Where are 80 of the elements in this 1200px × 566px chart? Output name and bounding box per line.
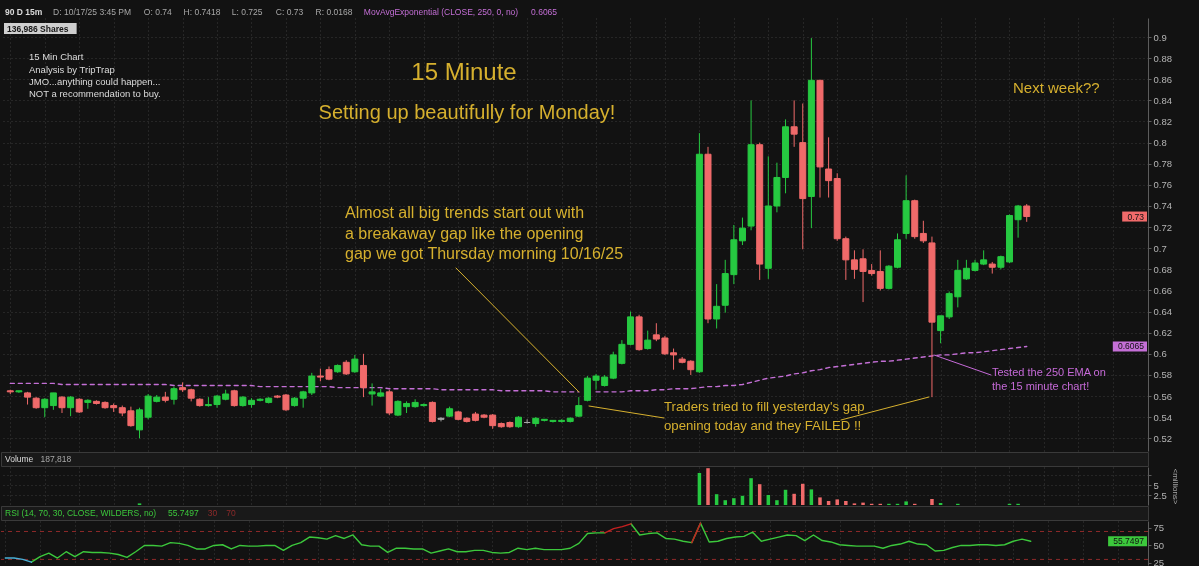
y-tick-label: 0.64 (1153, 306, 1172, 318)
y-tick-label: 0.7 (1153, 242, 1167, 254)
text: Setting up beautifully for Monday! (318, 101, 616, 123)
annotation: Tested the 250 EMA on the 15 minute chart! (992, 365, 1106, 392)
y-tick-label: 0.68 (1153, 263, 1172, 275)
y-tick-label: 0.56 (1153, 390, 1172, 402)
text: Volume (5, 454, 34, 464)
text: MovAvgExponential (CLOSE, 250, 0, no) (363, 7, 519, 17)
y-tick-label: 0.74 (1153, 200, 1172, 212)
annotation: JMO...anything could happen... (29, 76, 161, 87)
text: 90 D 15m (5, 7, 43, 17)
bar (732, 498, 736, 505)
y-tick-label: 75 (1153, 522, 1165, 534)
bar (723, 500, 727, 505)
bar (749, 478, 753, 505)
annotation: NOT a recommendation to buy. (29, 88, 161, 99)
annotation: 0.6065 (1118, 341, 1145, 352)
annotation: 15 Min Chart (29, 51, 84, 62)
text: C: 0.73 (275, 7, 304, 17)
y-tick-label: 0.54 (1153, 411, 1172, 423)
candlestick (876, 249, 884, 291)
y-tick-label: 0.86 (1153, 73, 1172, 85)
candlestick (41, 397, 49, 418)
candlestick (359, 353, 367, 398)
text: RSI (14, 70, 30, CLOSE, WILDERS, no) (5, 508, 157, 518)
y-tick-label: 0.88 (1153, 52, 1172, 64)
text: O: 0.74 (143, 7, 172, 17)
bar (792, 493, 796, 505)
bar (801, 483, 805, 505)
annotation: Next week?? (1013, 79, 1100, 96)
bar (775, 500, 779, 505)
candlestick (937, 315, 945, 344)
annotation: Traders tried to fill yesterday's gap opening today and they FAILED !! (664, 399, 865, 433)
bar (818, 497, 822, 505)
y-tick-label: 0.72 (1153, 221, 1172, 233)
text: 30 (207, 508, 218, 518)
annotation: Almost all big trends start out with a breakaway gap like the opening gap we got Thursday morning 10/16/25 (345, 204, 624, 262)
y-tick-label: 0.8 (1153, 137, 1167, 149)
candlestick (67, 395, 75, 417)
candlestick (713, 283, 721, 329)
y-tick-label: 0.62 (1153, 327, 1172, 339)
text: 0.6065 (531, 7, 558, 17)
bar (706, 468, 710, 505)
y-tick-label: 0.9 (1153, 31, 1167, 43)
y-tick-label: 2.5 (1153, 489, 1167, 501)
y-tick-label: 0.78 (1153, 158, 1172, 170)
y-axis-title: <millions> (1170, 468, 1180, 505)
text: H: 0.7418 (183, 7, 221, 17)
candlestick (385, 389, 393, 416)
y-tick-label: 0.84 (1153, 94, 1172, 106)
y-tick-label: 50 (1153, 539, 1165, 551)
y-tick-label: 0.76 (1153, 179, 1172, 191)
candlestick (825, 136, 833, 199)
annotation: 0.73 (1127, 211, 1145, 222)
y-tick-label: 0.66 (1153, 284, 1172, 296)
annotation: Analysis by TripTrap (29, 63, 115, 75)
y-tick-label: 0.58 (1153, 369, 1172, 381)
bar (904, 501, 908, 505)
y-tick-label: 5 (1153, 479, 1159, 491)
bar (844, 501, 848, 505)
bar (835, 499, 839, 505)
text: 55.7497 (168, 508, 199, 518)
text: R: 0.0168 (315, 7, 353, 17)
text: 187,818 (40, 454, 72, 464)
candlestick (437, 416, 445, 422)
y-tick-label: 0.82 (1153, 116, 1172, 127)
candlestick (644, 330, 652, 351)
text: D: 10/17/25 3:45 PM (53, 7, 132, 17)
candlestick (790, 99, 798, 148)
annotation: 55.7497 (1113, 536, 1145, 547)
y-tick-label: 0.52 (1153, 432, 1172, 444)
text: 70 (226, 508, 236, 518)
y-tick-label: 0.6 (1153, 348, 1167, 360)
annotation: 136,986 Shares (7, 23, 69, 34)
candlestick (919, 220, 927, 244)
bar (861, 502, 865, 505)
text: 15 Minute (411, 58, 517, 85)
text: L: 0.725 (231, 7, 263, 17)
y-tick-label: 25 (1153, 557, 1165, 566)
bar (930, 499, 934, 505)
